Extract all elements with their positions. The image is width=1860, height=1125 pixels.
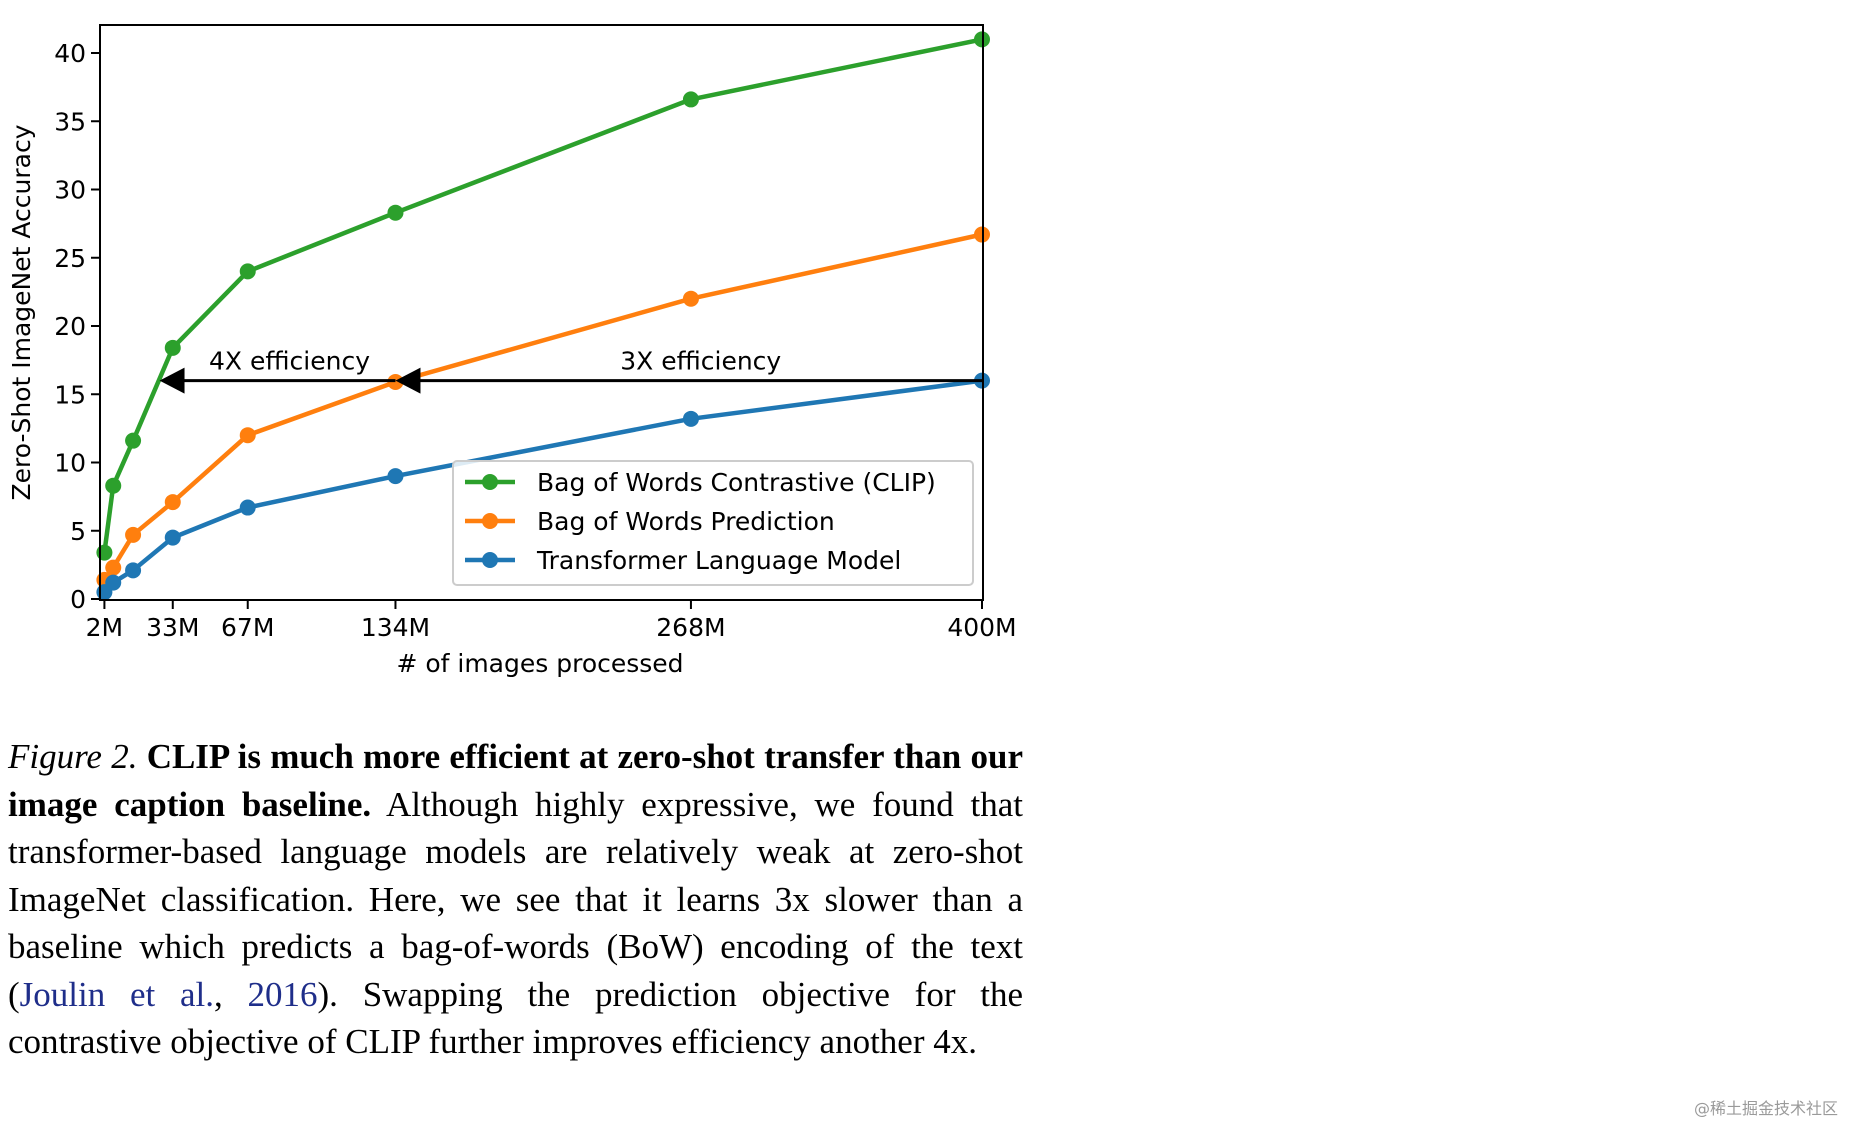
- axis-layer: 0 5 10 15 20 25 30 35 40 2M 33M 67M 134M 268M 400M: [54, 39, 1016, 642]
- data-point: [105, 574, 122, 591]
- y-tick-label: 5: [70, 517, 86, 546]
- caption-bold-text: CLIP is much more efficient at zero-shot…: [8, 737, 1023, 824]
- chart: 4X efficiency 3X efficiency 0 5 10 15 20 25 30 3…: [7, 24, 1017, 678]
- legend-label: Bag of Words Prediction: [537, 507, 835, 536]
- data-point: [239, 427, 256, 444]
- caption-body-text-end: ). Swapping the prediction objective for…: [8, 974, 1023, 1062]
- data-point: [682, 410, 699, 427]
- y-tick-label: 25: [54, 244, 86, 273]
- legend-swatch-marker: [482, 552, 498, 568]
- x-axis-label: # of images processed: [396, 649, 683, 678]
- legend-box: [452, 460, 974, 586]
- y-axis-label: Zero-Shot ImageNet Accuracy: [7, 124, 36, 500]
- data-point: [164, 529, 181, 546]
- figure-caption: Figure 2. CLIP is much more efficient at…: [8, 733, 1023, 1066]
- data-point: [164, 494, 181, 511]
- watermark: @稀土掘金技术社区: [1693, 1099, 1838, 1118]
- efficiency-arrowhead-1: [395, 367, 421, 394]
- x-tick-label: 33M: [146, 613, 199, 642]
- x-tick-label: 268M: [656, 613, 725, 642]
- caption-body-text: Although highly expressive, we found tha…: [8, 784, 1023, 1014]
- efficiency-annotation-1: 3X efficiency: [620, 347, 781, 376]
- legend-label: Transformer Language Model: [536, 546, 901, 575]
- y-tick-label: 40: [54, 39, 86, 68]
- legend-swatch-marker: [482, 474, 498, 490]
- y-tick-label: 20: [54, 312, 86, 341]
- x-tick-label: 2M: [86, 613, 123, 642]
- data-point: [125, 526, 142, 543]
- data-point: [164, 339, 181, 356]
- data-point: [387, 468, 404, 485]
- y-tick-label: 30: [54, 176, 86, 205]
- y-tick-label: 15: [54, 380, 86, 409]
- data-point: [125, 562, 142, 579]
- data-point: [96, 544, 113, 561]
- data-point: [682, 290, 699, 307]
- series-line-0: [102, 37, 983, 553]
- citation-year-link[interactable]: 2016: [247, 974, 318, 1014]
- efficiency-annotation-0: 4X efficiency: [209, 347, 370, 376]
- figure-label: Figure 2.: [8, 737, 138, 776]
- data-point: [239, 499, 256, 516]
- data-point: [387, 204, 404, 221]
- x-tick-label: 400M: [947, 613, 1016, 642]
- data-point: [125, 432, 142, 449]
- citation-authors-link[interactable]: Joulin et al.: [19, 974, 215, 1014]
- series-layer: [96, 31, 990, 601]
- y-tick-label: 35: [54, 107, 86, 136]
- data-point: [105, 559, 122, 576]
- y-tick-label: 10: [54, 449, 86, 478]
- x-tick-label: 134M: [361, 613, 430, 642]
- data-point: [105, 477, 122, 494]
- data-point: [682, 91, 699, 108]
- legend-swatch-marker: [482, 513, 498, 529]
- citation-separator: ,: [214, 974, 248, 1014]
- legend-label: Bag of Words Contrastive (CLIP): [537, 468, 936, 497]
- x-tick-label: 67M: [221, 613, 274, 642]
- efficiency-arrowhead-0: [159, 367, 185, 394]
- annotation-layer: 4X efficiency 3X efficiency: [159, 347, 982, 394]
- y-tick-label: 0: [70, 585, 86, 614]
- plot-frame: [99, 24, 984, 601]
- data-point: [239, 263, 256, 280]
- legend: Bag of Words Contrastive (CLIP) Bag of Wo…: [452, 460, 974, 586]
